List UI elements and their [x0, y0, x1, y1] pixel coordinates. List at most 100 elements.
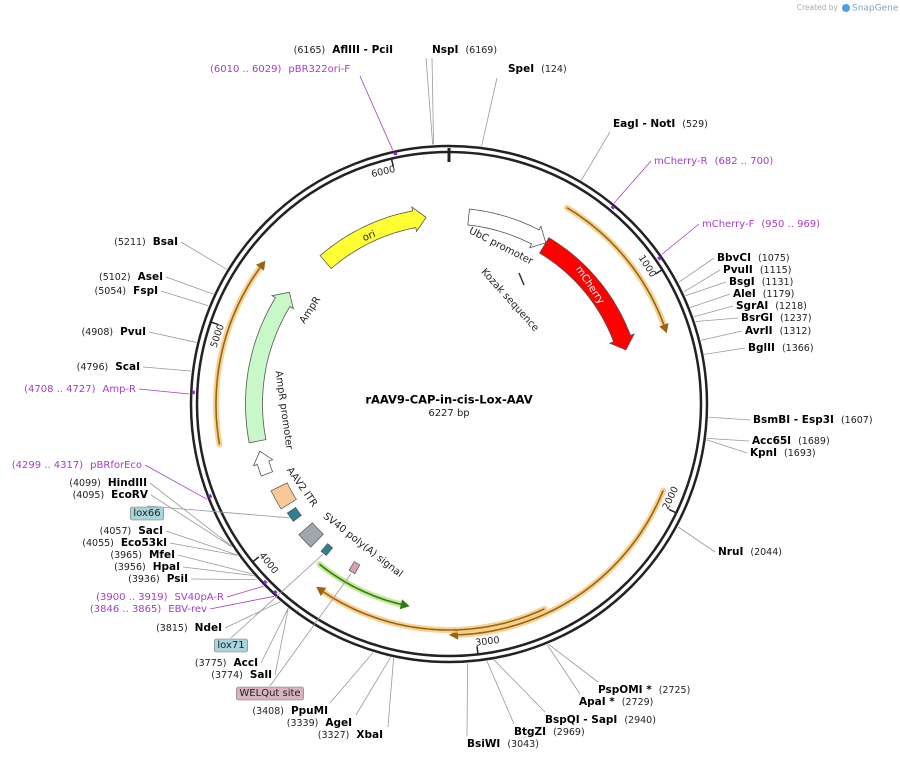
site-position: (3774): [211, 670, 243, 681]
orf-arc: [566, 207, 665, 325]
site-leader: [177, 554, 253, 575]
site-name: AgeI: [325, 717, 352, 729]
site-leader: [493, 659, 546, 713]
site-label: EagI - NotI (529): [613, 118, 708, 130]
site-position: (3339): [287, 718, 319, 729]
site-position: (1075): [758, 253, 790, 264]
feature-leader: [269, 573, 352, 687]
site-leader: [693, 305, 734, 318]
primer-name: pBRforEco: [90, 460, 142, 471]
primer-mark: [273, 589, 278, 595]
site-label: PvuII (1115): [723, 264, 791, 276]
site-name: PsiI: [167, 573, 188, 585]
site-leader: [150, 494, 232, 548]
site-label: (3408) PpuMI: [252, 705, 328, 717]
backbone-outer: [189, 144, 709, 664]
site-label: BglII (1366): [748, 342, 814, 354]
site-leader: [685, 281, 727, 297]
site-name: XbaI: [356, 729, 383, 741]
site-label: (4796) ScaI: [77, 361, 140, 373]
site-label: KpnI (1693): [750, 447, 816, 459]
site-label: (3965) MfeI: [110, 549, 175, 561]
feature-welqut: [348, 561, 361, 575]
orf-arc-head: [659, 323, 669, 334]
feature-label: ori: [361, 229, 377, 244]
site-name: NdeI: [195, 622, 222, 634]
site-leader: [425, 57, 434, 145]
site-name: ScaI: [115, 361, 140, 373]
site-position: (3043): [507, 739, 539, 750]
site-label: SpeI (124): [508, 63, 567, 75]
site-label: BsiWI (3043): [467, 738, 539, 750]
site-name: BsrGI: [741, 312, 773, 324]
orf-arc-green-head: [399, 599, 410, 610]
site-leader: [486, 661, 515, 725]
site-leader: [695, 317, 739, 322]
feature-box: [214, 638, 248, 653]
site-name: BglII: [748, 342, 775, 354]
site-name: BsaI: [153, 236, 178, 248]
site-label: (5211) BsaI: [114, 236, 178, 248]
site-position: (5102): [99, 272, 131, 283]
feature-lox71: [320, 543, 334, 556]
site-label: BbvCI (1075): [717, 252, 790, 264]
site-leader: [180, 241, 227, 270]
tick-label: 6000: [370, 164, 396, 180]
site-label: (3815) NdeI: [156, 622, 222, 634]
site-name: NruI: [718, 546, 743, 558]
site-position: (529): [682, 119, 708, 130]
site-position: (2729): [622, 697, 654, 708]
site-name: ApaI *: [579, 696, 615, 708]
site-name: NspI: [432, 44, 458, 56]
site-leader: [466, 663, 468, 737]
site-label: BtgZI (2969): [514, 726, 585, 738]
primer-name: mCherry-F: [702, 219, 755, 230]
feature-label: AmpR: [298, 295, 324, 326]
site-name: BbvCI: [717, 252, 751, 264]
site-leader: [548, 643, 599, 683]
site-leader: [706, 437, 750, 442]
site-name: BspQI - SapI: [545, 714, 617, 726]
site-label: AvrII (1312): [745, 325, 811, 337]
site-label: BsmBI - Esp3I (1607): [753, 414, 873, 426]
site-position: (4796): [77, 362, 109, 373]
brand-icon: [842, 4, 850, 12]
primer-leader: [144, 464, 208, 500]
site-leader: [142, 366, 192, 372]
site-leader: [706, 439, 748, 454]
site-label: BsrGI (1237): [741, 312, 812, 324]
site-name: SacI: [138, 525, 163, 537]
primer-label: mCherry-R (682 .. 700): [654, 156, 773, 167]
site-label: BspQI - SapI (2940): [545, 714, 656, 726]
site-label: (4095) EcoRV: [73, 489, 149, 501]
site-position: (1131): [762, 277, 794, 288]
site-name: KpnI: [750, 447, 777, 459]
site-leader: [148, 331, 197, 343]
primer-leader: [661, 223, 700, 255]
site-leader: [683, 269, 721, 293]
site-position: (1689): [798, 436, 830, 447]
site-leader: [190, 578, 258, 581]
site-name: HindIII: [108, 477, 147, 489]
primer-leader: [226, 585, 264, 598]
primer-name: Amp-R: [103, 384, 137, 395]
site-name: EcoRV: [111, 489, 149, 501]
site-leader: [678, 257, 715, 283]
primer-mark: [208, 493, 213, 499]
site-position: (4099): [69, 478, 101, 489]
site-name: HpaI: [153, 561, 180, 573]
site-leader: [700, 330, 743, 341]
feature-kozak: [518, 272, 525, 286]
site-position: (2044): [750, 547, 782, 558]
site-position: (3327): [318, 730, 350, 741]
primer-position: (4299 .. 4317): [12, 460, 84, 471]
plasmid-name: rAAV9-CAP-in-cis-Lox-AAV: [365, 393, 532, 407]
feature-ubc-promoter: [467, 208, 547, 249]
site-position: (1115): [760, 265, 792, 276]
site-leader: [165, 276, 214, 295]
site-position: (3408): [252, 706, 284, 717]
site-name: AleI: [733, 288, 756, 300]
site-position: (4095): [73, 490, 105, 501]
site-name: Acc65I: [752, 435, 791, 447]
